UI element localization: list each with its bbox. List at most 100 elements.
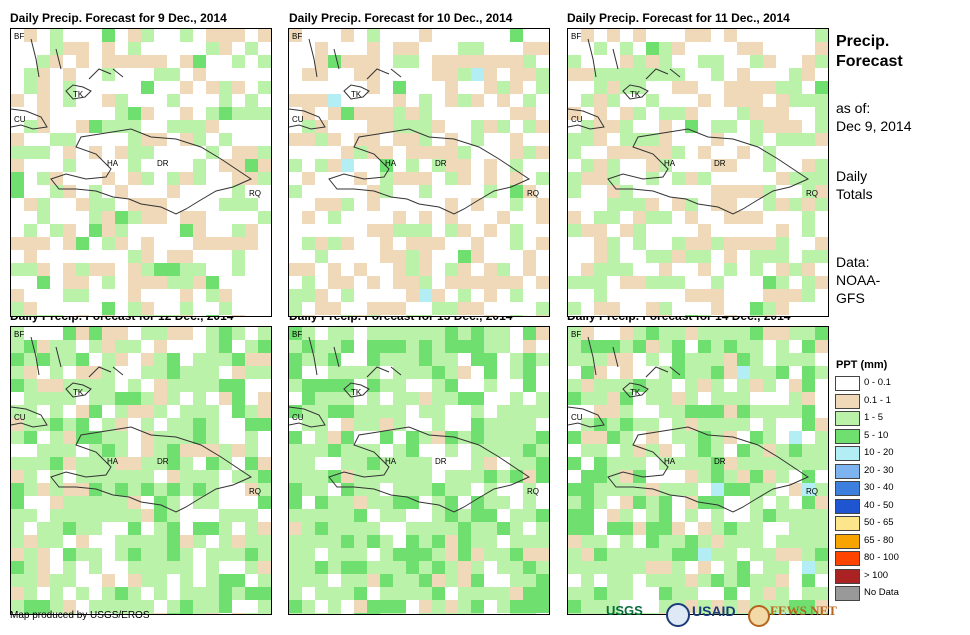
precip-cell bbox=[646, 211, 659, 224]
precip-cell bbox=[63, 418, 76, 431]
precip-cell bbox=[523, 600, 536, 613]
precip-cell bbox=[367, 535, 380, 548]
precip-cell bbox=[659, 107, 672, 120]
precip-cell bbox=[219, 392, 232, 405]
precip-cell bbox=[193, 379, 206, 392]
precip-cell bbox=[393, 94, 406, 107]
precip-cell bbox=[141, 263, 154, 276]
precip-cell bbox=[536, 81, 549, 94]
precip-cell bbox=[789, 548, 802, 561]
precip-cell bbox=[141, 327, 154, 340]
precip-cell bbox=[302, 68, 315, 81]
precip-cell bbox=[711, 457, 724, 470]
precip-grid-6 bbox=[568, 327, 828, 614]
precip-cell bbox=[594, 289, 607, 302]
precip-cell bbox=[245, 42, 258, 55]
precip-cell bbox=[750, 327, 763, 340]
precip-cell bbox=[510, 548, 523, 561]
precip-cell bbox=[607, 81, 620, 94]
precip-cell bbox=[289, 496, 302, 509]
precip-cell bbox=[646, 133, 659, 146]
turks-caicos-outline bbox=[65, 84, 92, 100]
precip-cell bbox=[393, 42, 406, 55]
precip-cell bbox=[141, 55, 154, 68]
precip-cell bbox=[581, 172, 594, 185]
legend-label: 5 - 10 bbox=[864, 429, 889, 441]
precip-cell bbox=[523, 185, 536, 198]
precip-cell bbox=[776, 535, 789, 548]
precip-cell bbox=[802, 68, 815, 81]
precip-cell bbox=[698, 250, 711, 263]
precip-cell bbox=[341, 315, 354, 316]
precip-cell bbox=[815, 29, 828, 42]
precip-cell bbox=[750, 470, 763, 483]
precip-cell bbox=[180, 548, 193, 561]
precip-cell bbox=[581, 509, 594, 522]
precip-cell bbox=[180, 405, 193, 418]
precip-cell bbox=[620, 548, 633, 561]
precip-cell bbox=[607, 483, 620, 496]
precip-cell bbox=[484, 276, 497, 289]
precip-cell bbox=[50, 42, 63, 55]
precip-cell bbox=[50, 185, 63, 198]
precip-cell bbox=[24, 613, 37, 614]
label-cu: CU bbox=[571, 413, 583, 422]
precip-cell bbox=[523, 405, 536, 418]
precip-cell bbox=[245, 94, 258, 107]
precip-cell bbox=[419, 392, 432, 405]
precip-cell bbox=[219, 548, 232, 561]
precip-cell bbox=[102, 327, 115, 340]
precip-cell bbox=[633, 418, 646, 431]
precip-cell bbox=[315, 483, 328, 496]
precip-cell bbox=[341, 237, 354, 250]
usgs-logo-text: USGS bbox=[606, 603, 643, 618]
precip-cell bbox=[315, 418, 328, 431]
precip-cell bbox=[206, 561, 219, 574]
precip-cell bbox=[659, 379, 672, 392]
precip-cell bbox=[445, 159, 458, 172]
precip-cell bbox=[711, 159, 724, 172]
precip-cell bbox=[594, 431, 607, 444]
precip-cell bbox=[724, 548, 737, 561]
precip-cell bbox=[206, 379, 219, 392]
precip-cell bbox=[750, 587, 763, 600]
precip-cell bbox=[802, 548, 815, 561]
totals-line2: Totals bbox=[836, 186, 873, 202]
precip-cell bbox=[315, 561, 328, 574]
precip-cell bbox=[419, 327, 432, 340]
precip-cell bbox=[328, 327, 341, 340]
precip-cell bbox=[659, 120, 672, 133]
precip-cell bbox=[24, 457, 37, 470]
precip-cell bbox=[232, 392, 245, 405]
precip-cell bbox=[750, 405, 763, 418]
precip-cell bbox=[115, 457, 128, 470]
precip-cell bbox=[341, 107, 354, 120]
map-panel-4: BF TK CU HA DR RQ bbox=[10, 326, 272, 615]
precip-cell bbox=[776, 81, 789, 94]
precip-cell bbox=[367, 327, 380, 340]
precip-cell bbox=[594, 600, 607, 613]
precip-cell bbox=[594, 250, 607, 263]
precip-cell bbox=[180, 431, 193, 444]
precip-cell bbox=[724, 81, 737, 94]
precip-cell bbox=[789, 392, 802, 405]
precip-cell bbox=[24, 431, 37, 444]
precip-cell bbox=[737, 353, 750, 366]
precip-cell bbox=[232, 587, 245, 600]
precip-cell bbox=[432, 574, 445, 587]
precip-cell bbox=[245, 224, 258, 237]
precip-cell bbox=[750, 250, 763, 263]
precip-cell bbox=[341, 405, 354, 418]
precip-cell bbox=[737, 418, 750, 431]
precip-cell bbox=[11, 353, 24, 366]
precip-cell bbox=[419, 340, 432, 353]
precip-cell bbox=[646, 302, 659, 315]
precip-cell bbox=[393, 483, 406, 496]
precip-cell bbox=[815, 509, 828, 522]
precip-cell bbox=[380, 587, 393, 600]
precip-cell bbox=[685, 444, 698, 457]
precip-cell bbox=[245, 470, 258, 483]
precip-cell bbox=[419, 470, 432, 483]
precip-cell bbox=[393, 211, 406, 224]
precip-cell bbox=[685, 107, 698, 120]
